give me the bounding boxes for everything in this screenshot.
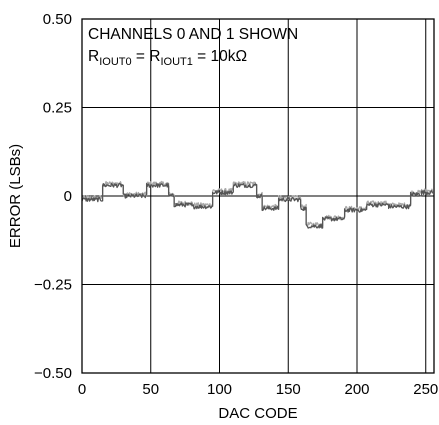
y-axis-title: ERROR (LSBs) bbox=[7, 144, 24, 248]
x-tick-label: 0 bbox=[78, 381, 86, 398]
x-axis-title: DAC CODE bbox=[218, 405, 297, 422]
annotation-value: = 10kΩ bbox=[193, 48, 247, 65]
y-tick-label: 0 bbox=[64, 188, 72, 205]
tick-labels: 0 50 100 150 200 250 −0.50 −0.25 0 0.25 0.50 bbox=[34, 11, 438, 398]
series-line-0 bbox=[81, 182, 434, 229]
annotation-resistors: RIOUT0 = RIOUT1 = 10kΩ bbox=[88, 48, 247, 68]
x-tick-label: 200 bbox=[344, 381, 369, 398]
series-lines bbox=[81, 180, 434, 229]
y-tick-label: −0.50 bbox=[34, 365, 72, 382]
y-tick-label: −0.25 bbox=[34, 277, 72, 294]
annotation-equals-r: = R bbox=[132, 48, 161, 65]
annotation-iout0-subscript: IOUT0 bbox=[99, 56, 131, 68]
x-tick-label: 50 bbox=[142, 381, 159, 398]
x-tick-label: 100 bbox=[207, 381, 232, 398]
x-tick-label: 250 bbox=[413, 381, 438, 398]
annotation-channels: CHANNELS 0 AND 1 SHOWN bbox=[88, 26, 298, 43]
y-tick-label: 0.50 bbox=[43, 11, 72, 28]
annotation-r-label: R bbox=[88, 48, 99, 65]
x-tick-label: 150 bbox=[276, 381, 301, 398]
y-tick-label: 0.25 bbox=[43, 100, 72, 117]
annotation-iout1-subscript: IOUT1 bbox=[160, 56, 192, 68]
plot-frame bbox=[81, 18, 435, 374]
